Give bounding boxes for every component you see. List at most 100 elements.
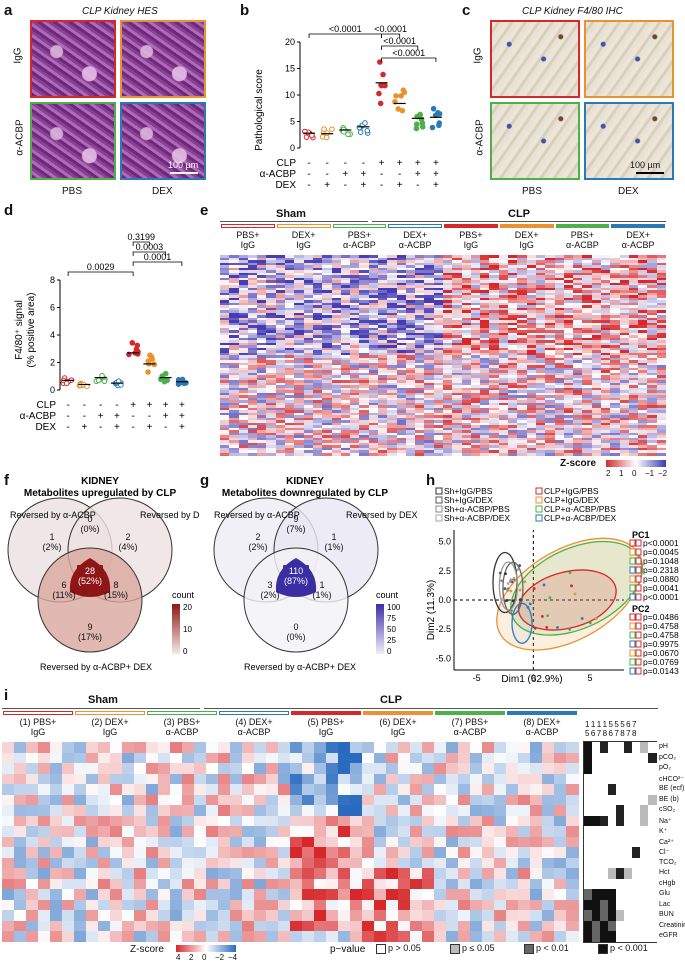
heatmap-i-cell — [374, 763, 387, 774]
heatmap-i-cell — [374, 868, 387, 879]
h-pc-swatch — [630, 594, 635, 600]
heatmap-i-cell — [494, 847, 507, 858]
heatmap-i-cell — [434, 826, 447, 837]
heatmap-i-cell — [434, 879, 447, 890]
heatmap-i-cell — [302, 816, 315, 827]
heatmap-i-cell — [254, 774, 267, 785]
heatmap-i-cell — [458, 795, 471, 806]
heatmap-i-cell — [518, 763, 531, 774]
h-point — [513, 577, 516, 580]
heatmap-i-cell — [422, 774, 435, 785]
heatmap-i-cell — [350, 826, 363, 837]
h-pc-swatch — [636, 632, 641, 638]
heatmap-e — [220, 255, 666, 455]
heatmap-i-cell — [542, 837, 555, 848]
heatmap-i-cell — [182, 868, 195, 879]
b-sign: - — [380, 180, 383, 191]
heatmap-i-cell — [566, 763, 579, 774]
b-sign: + — [433, 180, 439, 191]
heatmap-i-cell — [230, 879, 243, 890]
heatmap-i-cell — [278, 847, 291, 858]
heatmap-i-cell — [254, 879, 267, 890]
heatmap-i-cell — [230, 805, 243, 816]
h-legend-swatch — [436, 515, 442, 521]
scale-bar-c — [636, 172, 664, 174]
heatmap-i-cell — [518, 784, 531, 795]
heatmap-i-cell — [26, 774, 39, 785]
heatmap-i-cell — [314, 868, 327, 879]
heatmap-i-cell — [2, 847, 15, 858]
heatmap-i-cell — [314, 816, 327, 827]
heatmap-i-cell — [86, 868, 99, 879]
heatmap-i-cell — [98, 774, 111, 785]
heatmap-i-cell — [494, 816, 507, 827]
g-regions-region-count: 0 — [293, 622, 298, 632]
b-sign: - — [326, 169, 329, 180]
heatmap-i-cell — [542, 816, 555, 827]
heatmap-i-cell — [134, 858, 147, 869]
heatmap-i-cell — [554, 826, 567, 837]
heatmap-i-cell — [194, 742, 207, 753]
venn-f-count: count — [172, 590, 195, 600]
heatmap-i-cell — [218, 868, 231, 879]
d-point — [165, 378, 170, 383]
heatmap-i-cell — [26, 795, 39, 806]
heatmap-i-cell — [230, 858, 243, 869]
heatmap-i-cell — [470, 826, 483, 837]
heatmap-i-cell — [530, 858, 543, 869]
heatmap-i-cell — [110, 774, 123, 785]
clp-bracket-i — [204, 708, 658, 709]
heatmap-i-cell — [338, 795, 351, 806]
heatmap-i-cell — [350, 868, 363, 879]
b-sign: - — [344, 158, 347, 169]
heatmap-i-cell — [122, 805, 135, 816]
heatmap-i-cell — [266, 837, 279, 848]
h-pc-swatch — [630, 549, 635, 555]
heatmap-i-cell — [170, 858, 183, 869]
heatmap-i-cell — [146, 847, 159, 858]
heatmap-i-cell — [566, 774, 579, 785]
heatmap-i-cell — [398, 763, 411, 774]
h-point — [589, 621, 592, 624]
i-group-bar — [363, 711, 433, 715]
h-pc-swatch — [630, 632, 635, 638]
heatmap-i-cell — [278, 868, 291, 879]
heatmap-i-cell — [506, 879, 519, 890]
b-sign: + — [397, 180, 403, 191]
heatmap-i-cell — [422, 868, 435, 879]
heatmap-i-cell — [182, 742, 195, 753]
heatmap-i-cell — [290, 774, 303, 785]
heatmap-i-cell — [86, 753, 99, 764]
heatmap-i-cell — [410, 816, 423, 827]
heatmap-i-cell — [170, 763, 183, 774]
heatmap-i-cell — [38, 795, 51, 806]
h-legend-swatch — [536, 497, 542, 503]
i-group-bar — [75, 711, 145, 715]
heatmap-i-cell — [38, 847, 51, 858]
heatmap-i-cell — [266, 805, 279, 816]
h-point — [533, 587, 536, 590]
heatmap-i-cell — [206, 742, 219, 753]
heatmap-i-cell — [518, 742, 531, 753]
h-xtick: -5 — [473, 673, 481, 683]
g-regions-region-count: 3 — [267, 580, 272, 590]
ihc-image-igg-dex — [584, 20, 674, 98]
b-bracket — [382, 58, 436, 62]
f-regions-region-pct: (17%) — [78, 632, 102, 642]
heatmap-i-cell — [446, 795, 459, 806]
heatmap-i-cell — [98, 879, 111, 890]
h-ytick: 0.0 — [438, 595, 451, 605]
heatmap-i-cell — [218, 763, 231, 774]
heatmap-i-cell — [566, 847, 579, 858]
h-point — [501, 598, 504, 601]
heatmap-i-cell — [170, 784, 183, 795]
d-sign: - — [83, 411, 86, 422]
heatmap-i-cell — [74, 879, 87, 890]
heatmap-i-cell — [434, 753, 447, 764]
e-group-bar — [444, 224, 498, 228]
heatmap-i-cell — [458, 763, 471, 774]
heatmap-i-cell — [266, 784, 279, 795]
d-point — [146, 370, 151, 375]
heatmap-i-cell — [482, 868, 495, 879]
heatmap-i-cell — [542, 879, 555, 890]
